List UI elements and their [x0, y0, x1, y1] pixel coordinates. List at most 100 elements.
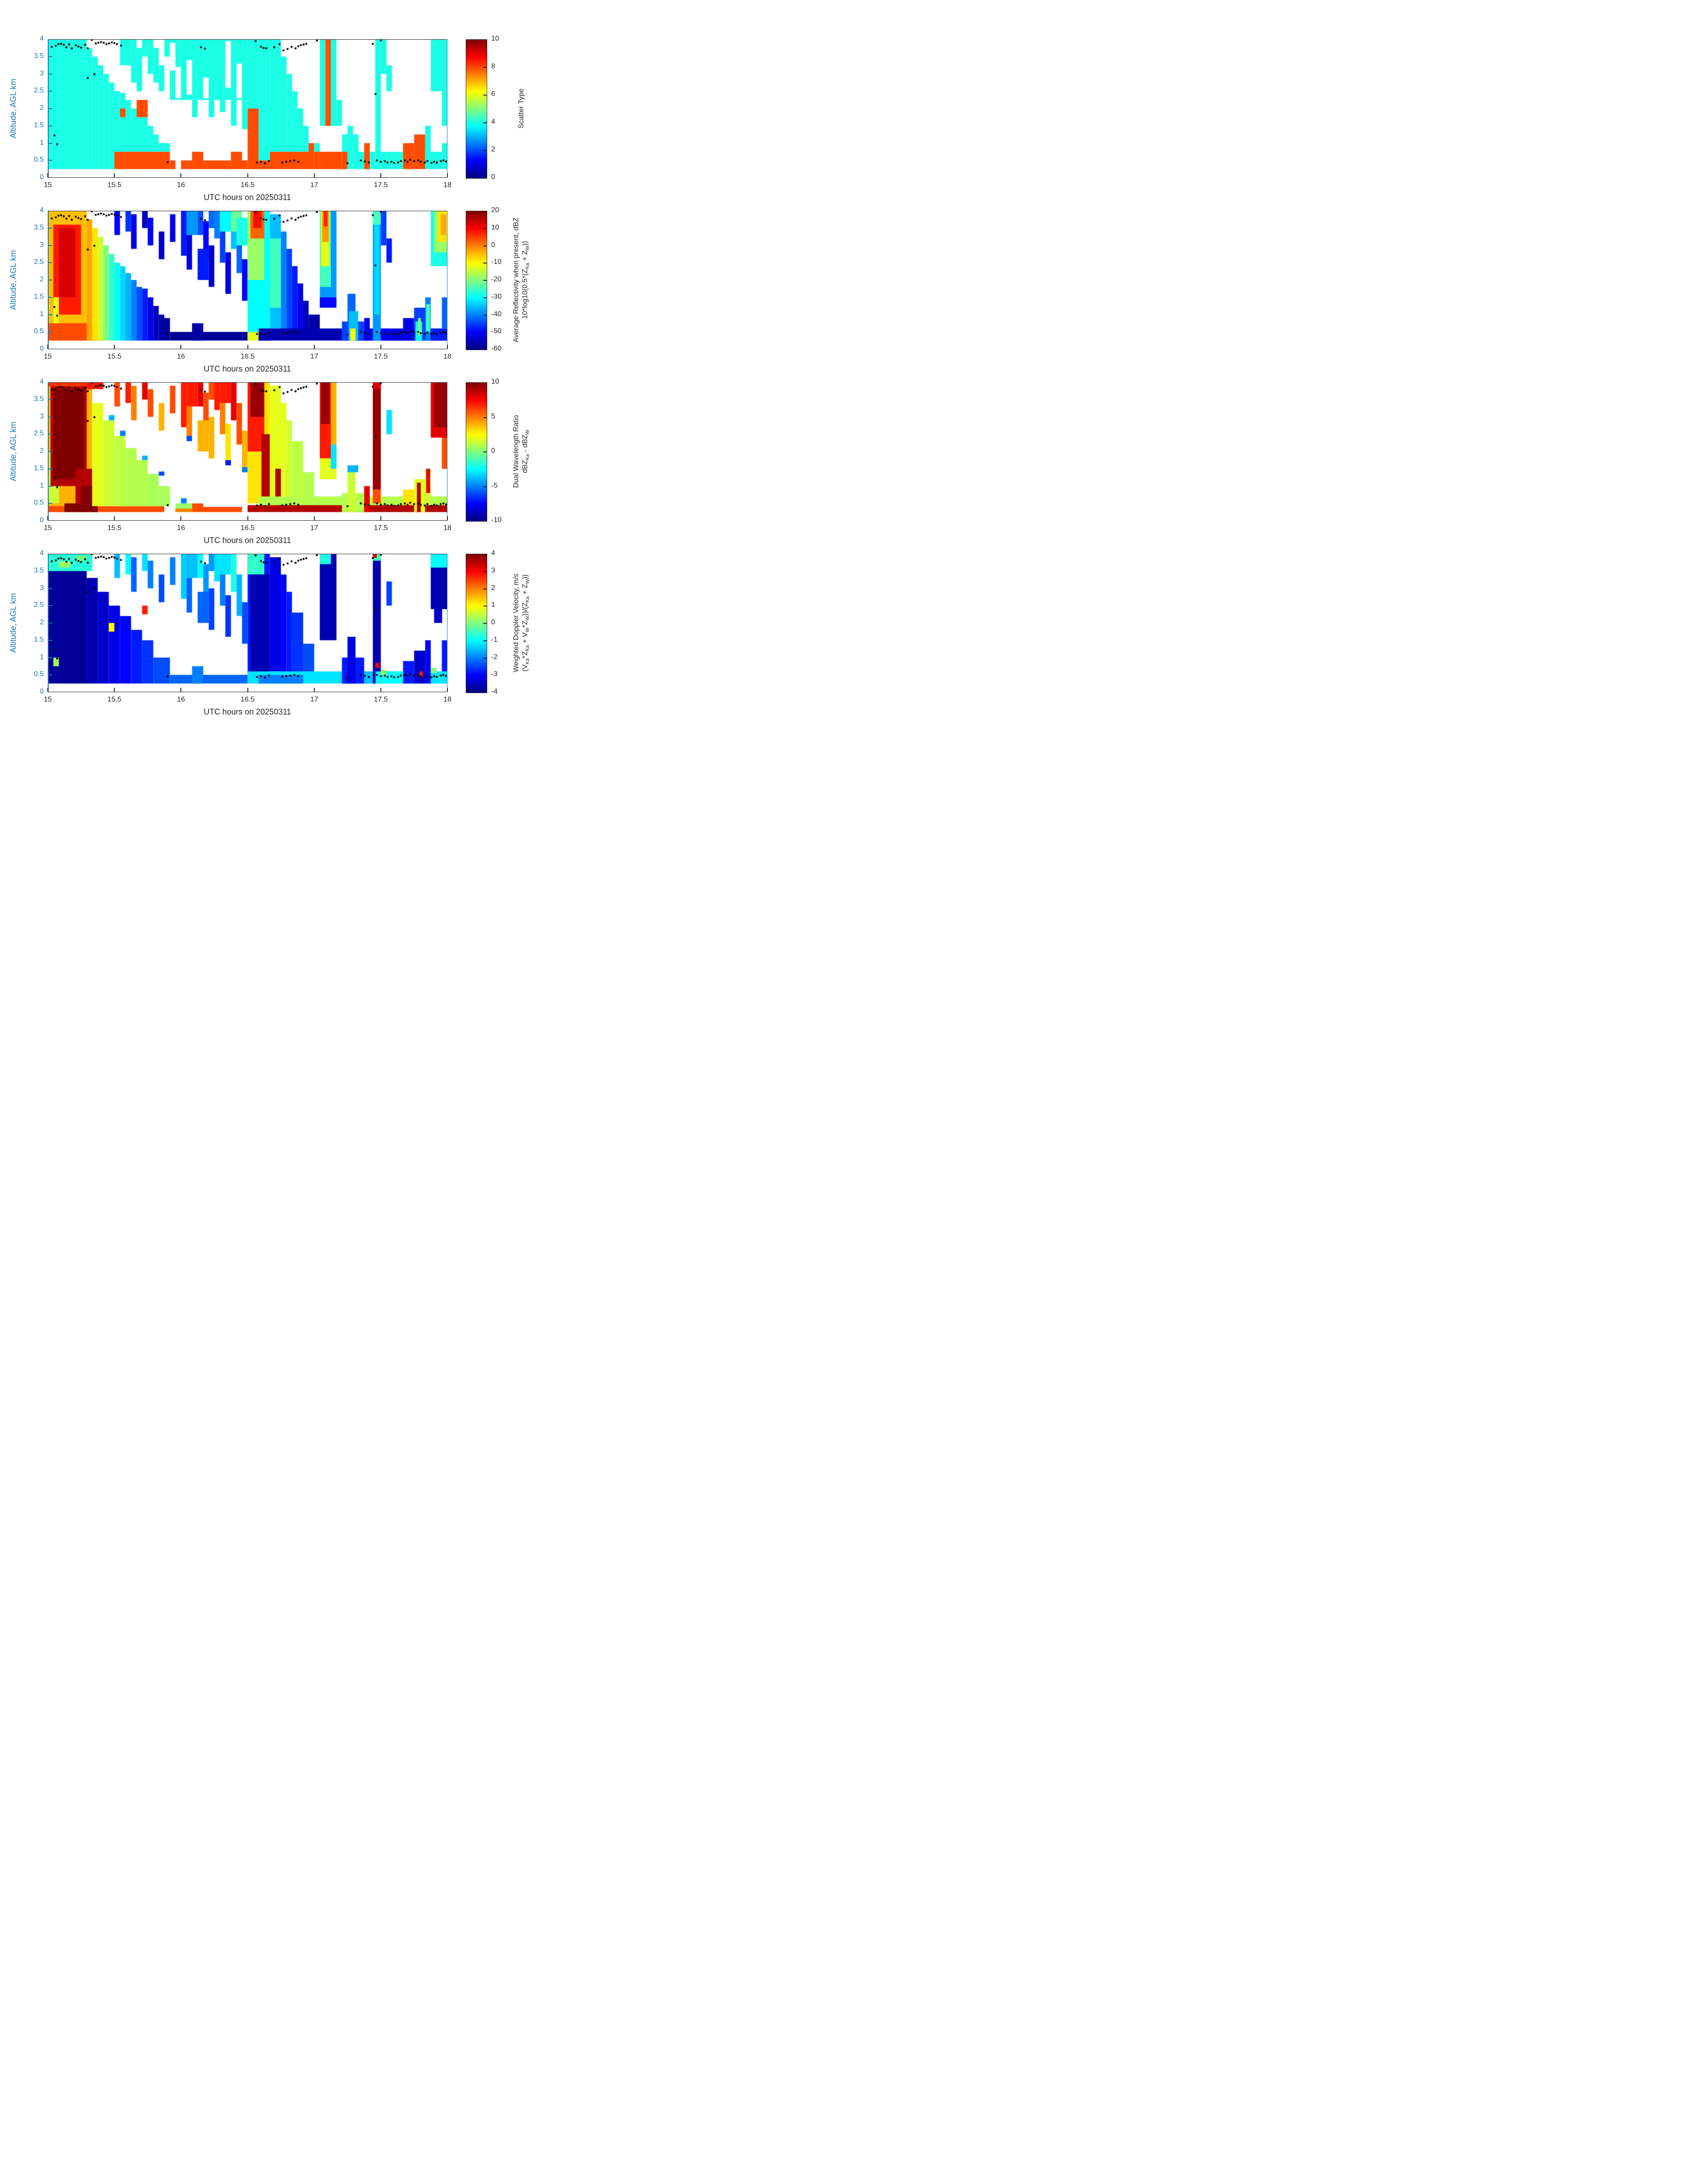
colorbar-tick-label: -10 — [491, 516, 502, 524]
colorbar-tick-label: -4 — [491, 688, 498, 695]
colorbar-tick-label: 10 — [491, 223, 499, 231]
y-tick-label: 2.5 — [33, 87, 44, 95]
x-tick-label: 16 — [177, 353, 185, 360]
y-tick-mark — [48, 73, 52, 75]
plot-area — [47, 211, 448, 349]
axis-border-left — [48, 39, 49, 178]
y-tick-mark — [48, 245, 52, 246]
colorbar — [466, 554, 487, 693]
y-tick-label: 3.5 — [33, 566, 44, 574]
y-tick-mark — [48, 142, 52, 144]
axis-border-bottom — [48, 520, 447, 521]
x-tick-mark — [313, 516, 315, 520]
y-tick-mark — [48, 227, 52, 229]
panel-scatter-type: Altitude, AGL km UTC hours on 20250311 S… — [0, 35, 569, 211]
colorbar-label-line: Scatter Type — [518, 88, 525, 129]
x-tick-mark — [47, 516, 48, 520]
colorbar-tick-label: 20 — [491, 206, 499, 214]
x-axis-label: UTC hours on 20250311 — [204, 364, 291, 373]
x-tick-mark — [313, 688, 315, 692]
x-tick-label: 18 — [443, 181, 451, 189]
colorbar-tick-label: 10 — [491, 378, 499, 385]
y-tick-mark — [48, 314, 52, 315]
x-axis-label: UTC hours on 20250311 — [204, 707, 291, 716]
radar-timeheight-figure: Altitude, AGL km UTC hours on 20250311 S… — [0, 0, 569, 726]
y-tick-label: 3.5 — [33, 395, 44, 403]
colorbar-label: Average Reflectivity when present, dBZ 10… — [512, 217, 531, 343]
y-tick-label: 3 — [40, 584, 44, 592]
y-tick-label: 4 — [40, 206, 44, 214]
y-tick-label: 4 — [40, 378, 44, 385]
colorbar-tick-label: 0 — [491, 241, 495, 249]
x-tick-mark — [47, 688, 48, 692]
colorbar-tick-label: -40 — [491, 310, 502, 318]
y-tick-mark — [48, 125, 52, 126]
y-tick-mark — [48, 570, 52, 572]
colorbar-tick-label: -2 — [491, 653, 498, 661]
y-tick-label: 2 — [40, 447, 44, 455]
y-tick-label: 2 — [40, 104, 44, 112]
x-tick-label: 17.5 — [374, 353, 388, 360]
colorbar-tick-label: 3 — [491, 566, 495, 574]
colorbar-label-line: (VKa*ZKa + VW*ZW))/(ZKa + ZW)) — [521, 574, 530, 672]
x-tick-label: 15.5 — [107, 353, 121, 360]
x-tick-mark — [447, 688, 448, 692]
axis-border-right — [447, 211, 448, 349]
colorbar-label-line: Dual Wavelength Ratio — [512, 415, 520, 488]
x-tick-mark — [180, 516, 182, 520]
y-tick-mark — [48, 262, 52, 263]
colorbar-tick-label: 4 — [491, 118, 495, 125]
x-tick-label: 18 — [443, 353, 451, 360]
plot-area — [47, 382, 448, 521]
colorbar-tick-label: 5 — [491, 412, 495, 420]
y-tick-label: 4 — [40, 549, 44, 557]
y-tick-label: 2.5 — [33, 258, 44, 266]
colorbar-tick-label: -50 — [491, 327, 502, 335]
x-tick-mark — [380, 173, 381, 177]
y-tick-label: 1.5 — [33, 292, 44, 301]
x-tick-label: 15.5 — [107, 524, 121, 532]
y-tick-label: 1 — [40, 481, 44, 489]
heatmap-canvas — [48, 211, 447, 349]
x-tick-label: 17.5 — [374, 181, 388, 189]
y-tick-label: 0.5 — [33, 156, 44, 164]
x-tick-label: 16.5 — [240, 696, 255, 703]
colorbar — [466, 211, 487, 350]
x-tick-mark — [313, 345, 315, 349]
x-tick-mark — [114, 173, 115, 177]
colorbar-tick-label: -60 — [491, 345, 502, 352]
axis-border-top — [48, 382, 447, 383]
panel-average-reflectivity: Altitude, AGL km UTC hours on 20250311 A… — [0, 206, 569, 382]
x-axis-label: UTC hours on 20250311 — [204, 193, 291, 202]
colorbar-tick-label: 0 — [491, 173, 495, 181]
axis-border-bottom — [48, 348, 447, 349]
y-tick-mark — [48, 588, 52, 589]
x-tick-label: 15 — [44, 181, 52, 189]
colorbar-tick-label: 6 — [491, 90, 495, 98]
x-tick-label: 18 — [443, 696, 451, 703]
heatmap-canvas — [48, 39, 447, 178]
colorbar-tick-label: -3 — [491, 670, 498, 678]
y-tick-mark — [48, 91, 52, 92]
y-tick-mark — [48, 434, 52, 435]
x-tick-label: 15 — [44, 696, 52, 703]
y-tick-mark — [48, 399, 52, 400]
colorbar-tick-label: 2 — [491, 146, 495, 153]
y-tick-mark — [48, 160, 52, 161]
x-tick-label: 16 — [177, 696, 185, 703]
y-tick-mark — [48, 108, 52, 109]
y-tick-label: 1 — [40, 310, 44, 318]
colorbar-label-line: Weighted Doppler Velocity, m/s — [512, 573, 520, 673]
axis-border-left — [48, 382, 49, 521]
y-tick-mark — [48, 639, 52, 641]
panel-weighted-doppler-velocity: Altitude, AGL km UTC hours on 20250311 W… — [0, 549, 569, 725]
x-tick-label: 17 — [310, 353, 318, 360]
y-tick-label: 2.5 — [33, 601, 44, 609]
y-tick-label: 0 — [40, 173, 44, 181]
y-tick-label: 0.5 — [33, 327, 44, 335]
colorbar — [466, 382, 487, 522]
colorbar-tick-label: 0 — [491, 618, 495, 626]
axis-border-right — [447, 39, 448, 178]
colorbar-tick-label: -10 — [491, 258, 502, 266]
colorbar-label-line: Average Reflectivity when present, dBZ — [512, 217, 520, 343]
